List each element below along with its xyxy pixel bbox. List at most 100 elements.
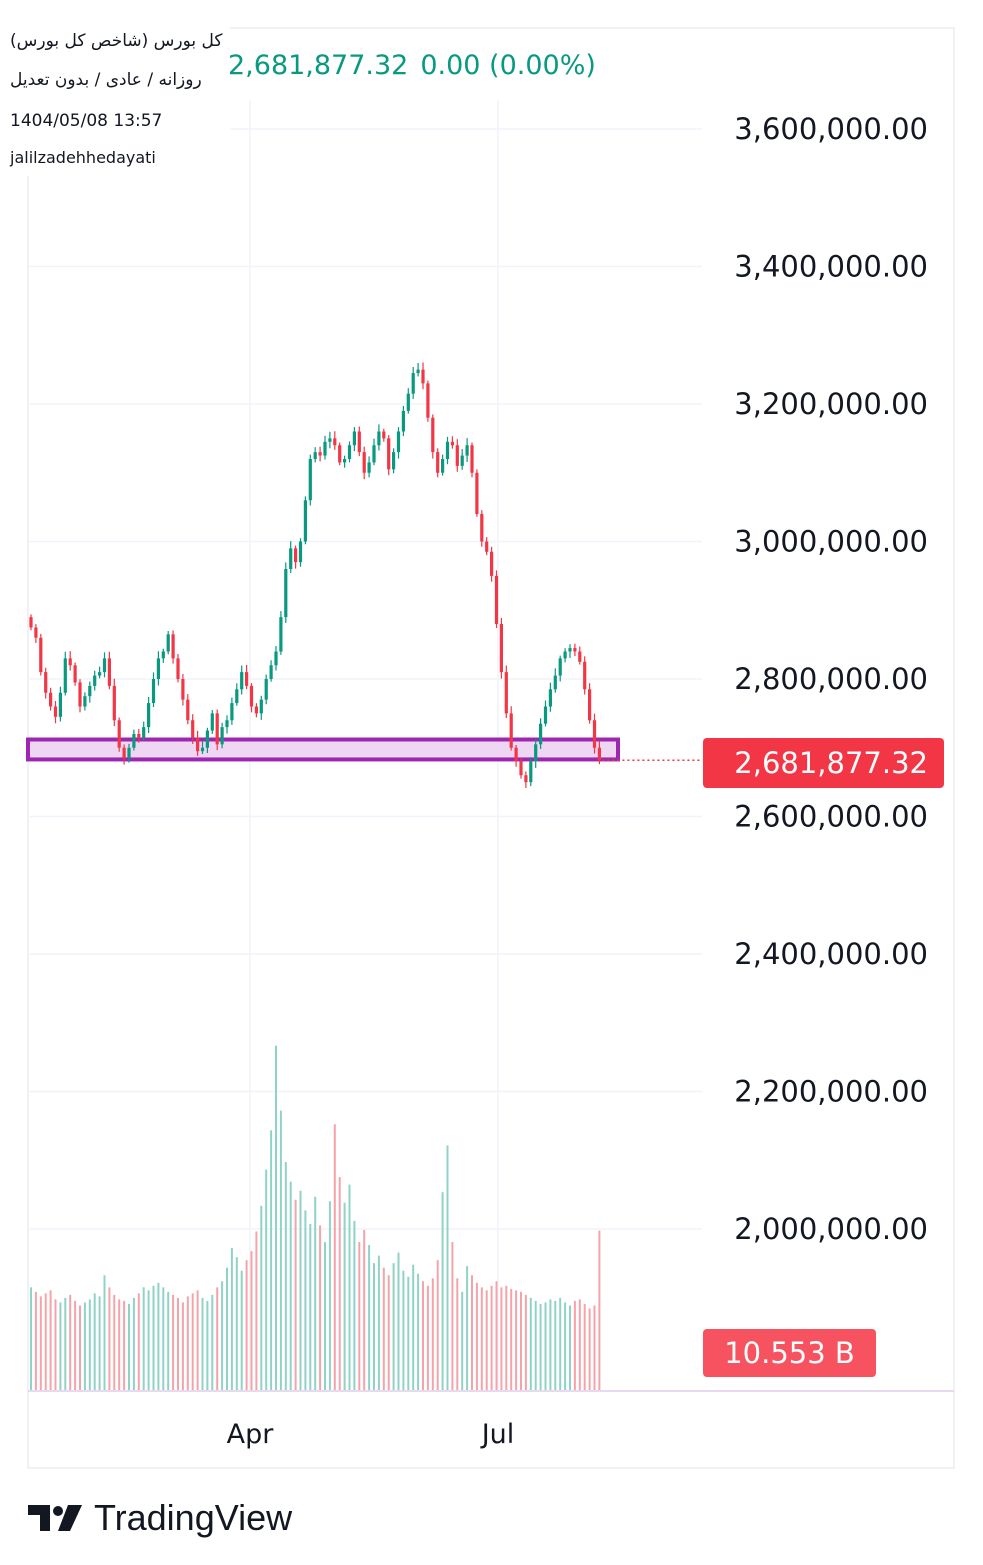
support-zone[interactable] [26,737,620,762]
candle-body [357,431,361,453]
candle-body [553,675,557,690]
volume-bar [255,1231,258,1390]
volume-bar [34,1291,37,1390]
volume-bar [363,1229,366,1390]
volume-bar [505,1285,508,1390]
volume-bar [230,1248,233,1390]
volume-bar [157,1282,160,1390]
tradingview-brand[interactable]: TradingView [28,1497,292,1539]
quote-line: 2,681,877.32 0.00 (0.00%) [228,50,608,81]
candle-body [480,514,484,542]
candle-body [441,459,445,473]
volume-bar [74,1300,77,1390]
volume-bar [265,1169,268,1390]
y-tick-label: 3,000,000.00 [734,525,928,559]
candle-body [436,452,440,473]
candle-body [406,393,410,411]
tradingview-logo-icon [28,1505,82,1531]
volume-bar [64,1297,67,1390]
candle-body [29,617,33,628]
volume-bar [480,1287,483,1390]
candle-body [362,452,366,473]
volume-bar [240,1270,243,1390]
volume-bar [108,1287,111,1390]
volume-bar [142,1287,145,1390]
volume-bar [93,1293,96,1390]
volume-bar [456,1278,459,1390]
candle-body [382,431,386,439]
candle-body [539,723,543,745]
volume-bar [461,1291,464,1390]
volume-bar [569,1305,571,1390]
candle-body [367,462,371,473]
candle-body [494,575,499,624]
candle-body [431,417,435,453]
volume-bar [475,1282,478,1390]
candle-body [63,658,67,693]
volume-bar [348,1184,351,1390]
candle-body [514,747,518,762]
volume-bar [186,1296,189,1390]
candle-body [450,441,454,446]
volume-bar [559,1297,562,1390]
volume-bar [397,1252,400,1390]
volume-bar [324,1242,326,1390]
volume-bar [343,1202,346,1390]
volume-bar [338,1177,341,1390]
volume-bar [368,1245,371,1390]
volume-bar [245,1260,248,1390]
candle-body [230,703,234,721]
candle-body [259,699,263,714]
volume-bar [441,1192,444,1390]
volume-bar [353,1220,356,1390]
support-zone-rect [26,737,620,762]
candle-body [328,438,332,442]
candlesticks[interactable] [29,362,601,788]
time-axis[interactable]: Apr Jul [227,1419,515,1450]
candle-body [583,661,587,690]
candle-body [509,713,513,748]
symbol-name: کل بورس (شاخص کل بورس) [10,31,223,51]
candle-body [392,452,396,470]
x-tick-label: Apr [227,1419,275,1450]
candle-body [166,634,170,652]
volume-bar [490,1285,493,1390]
volume-bar [588,1308,591,1390]
volume-bar [162,1287,165,1390]
snapshot-datetime: 1404/05/08 13:57 [10,111,163,131]
volume-bar [128,1303,130,1390]
candle-body [151,679,156,704]
price-axis[interactable]: 3,600,000.00 3,400,000.00 3,200,000.00 3,00… [734,112,928,1246]
x-tick-label: Jul [480,1419,515,1450]
volume-bar [299,1190,302,1390]
volume-bars [30,1045,601,1390]
candle-body [235,689,239,704]
candle-body [142,727,146,738]
volume-bar [177,1297,179,1390]
candle-body [387,438,391,470]
candle-body [88,685,92,697]
volume-bar [520,1291,522,1390]
volume-bar [44,1293,47,1390]
y-tick-label: 3,200,000.00 [734,387,928,421]
candle-body [558,658,562,676]
volume-bar [294,1199,297,1390]
volume-bar [485,1290,488,1390]
volume-bar [564,1302,567,1390]
candle-body [421,369,425,384]
volume-bar [309,1223,312,1390]
candle-body [112,685,116,721]
candle-body [455,445,459,466]
volume-bar [446,1145,449,1390]
volume-bar [515,1290,518,1390]
candle-body [117,720,121,748]
candle-body [49,692,53,707]
candle-body [352,431,356,446]
volume-bar [226,1267,228,1390]
volume-bar [54,1299,57,1390]
volume-bar [270,1130,273,1390]
last-price-tag: 2,681,877.32 [703,738,944,788]
candle-body [548,689,552,707]
candle-body [191,720,195,738]
candle-body [132,734,136,748]
